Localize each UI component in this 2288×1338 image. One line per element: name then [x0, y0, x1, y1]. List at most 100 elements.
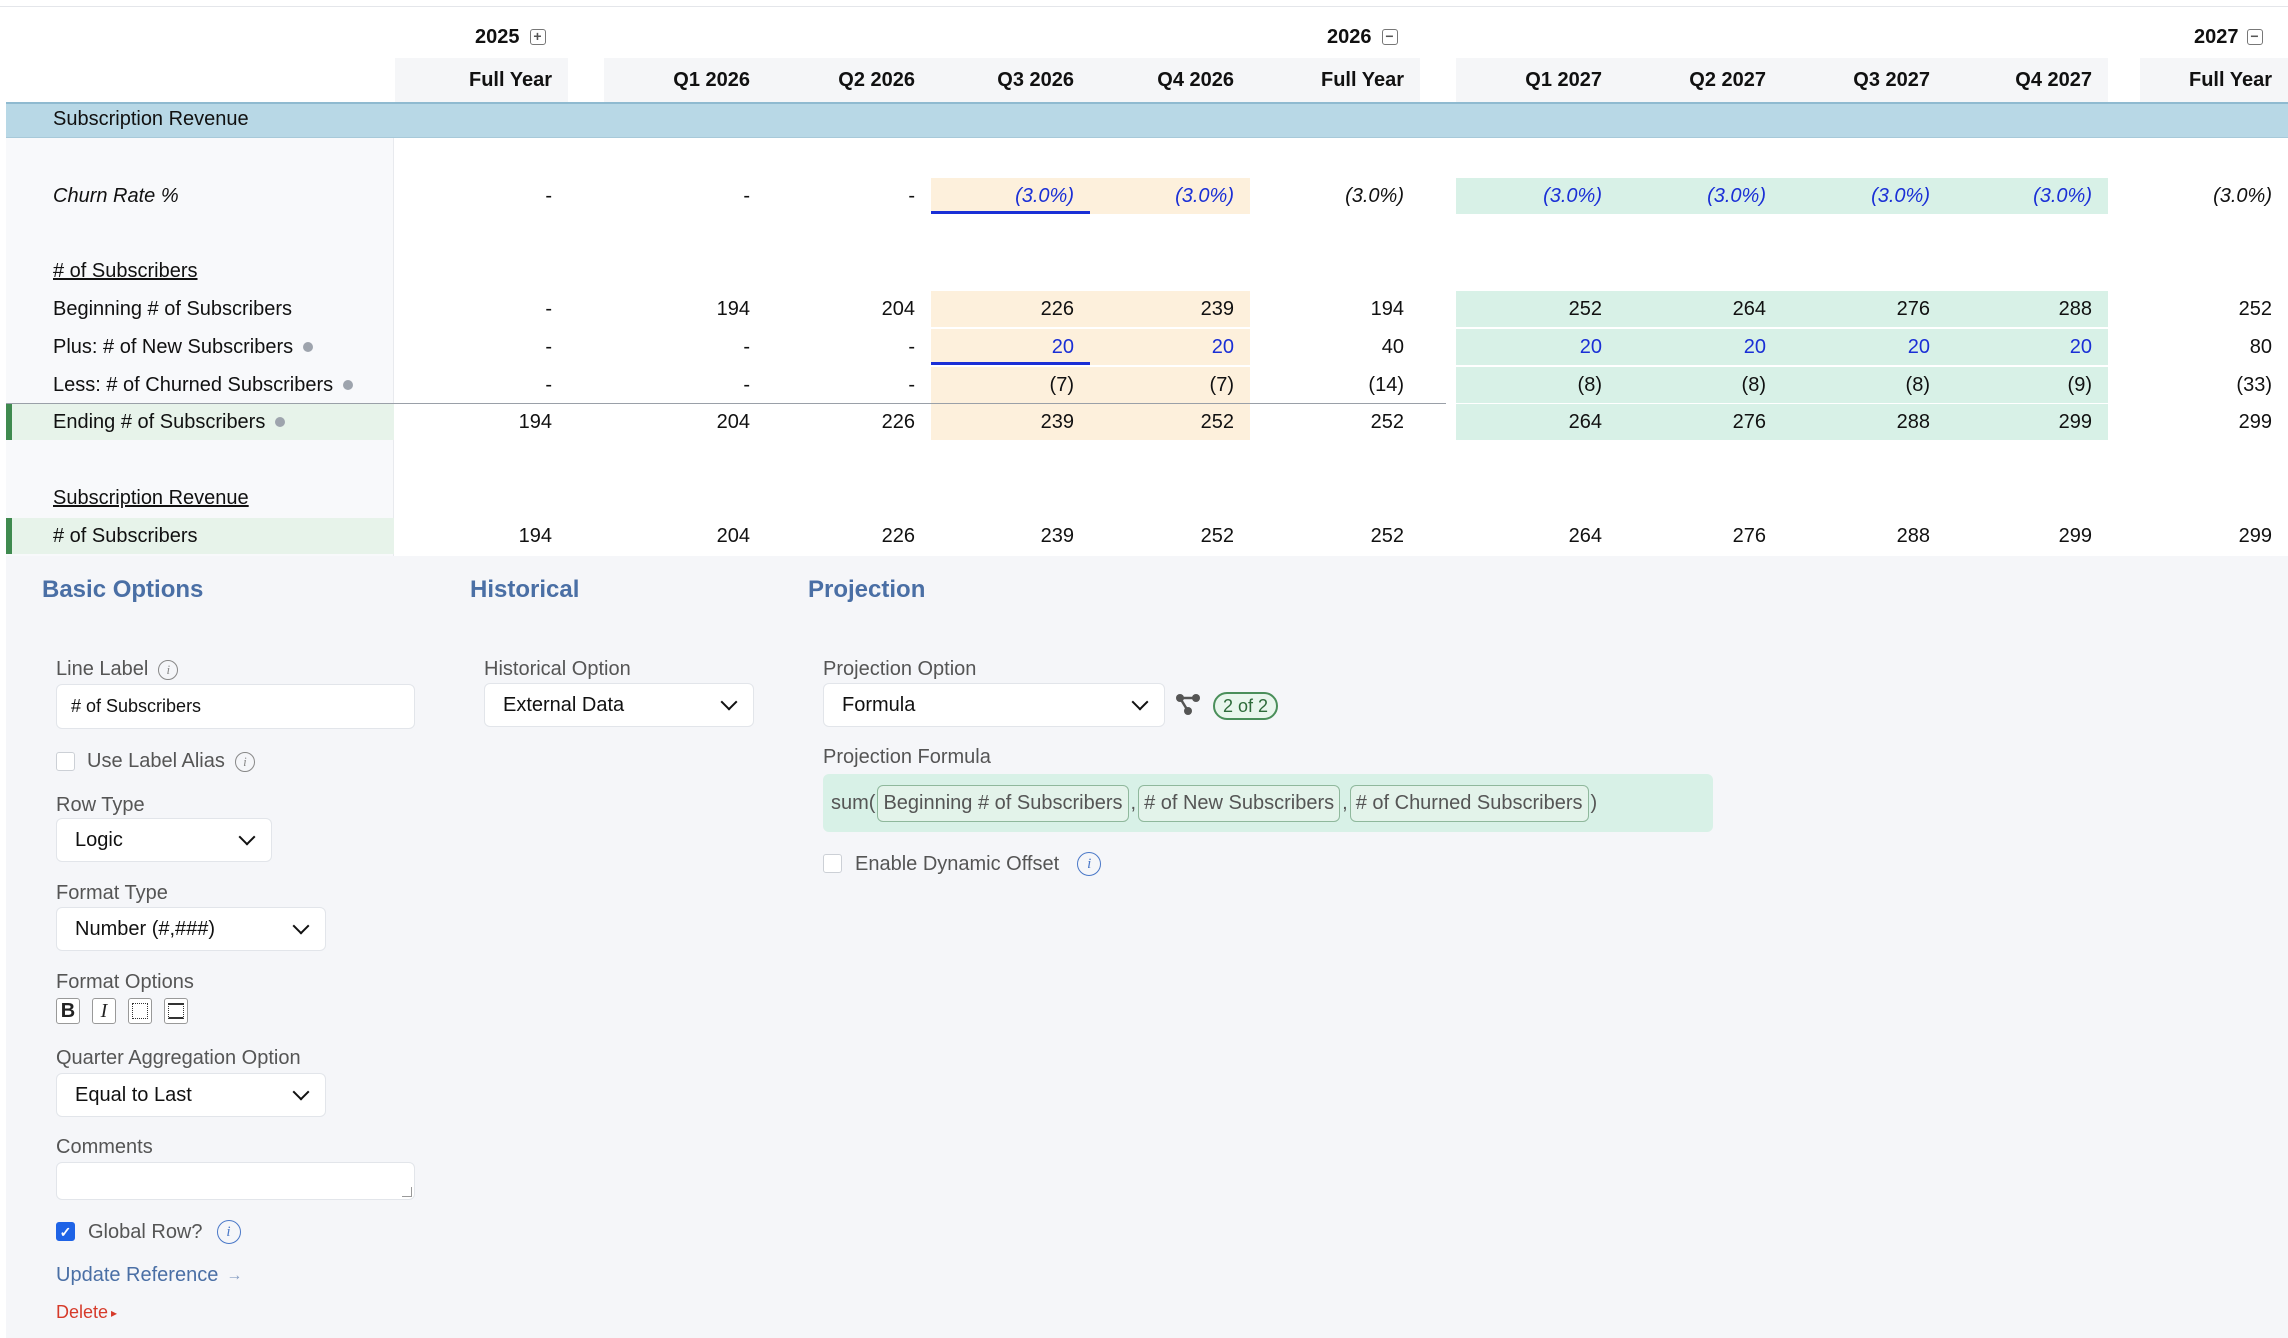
cell-new[interactable]: 20 — [1782, 329, 1946, 365]
global-row-checkbox[interactable]: ✓ — [56, 1222, 75, 1241]
delete-link[interactable]: Delete ▸ — [56, 1302, 117, 1323]
cell-new[interactable]: 20 — [931, 329, 1090, 365]
cell-ending[interactable]: 252 — [1090, 404, 1250, 440]
cell-subs-total[interactable]: 252 — [1200, 524, 1234, 547]
update-reference-link[interactable]: Update Reference → — [56, 1264, 242, 1287]
cell-churned[interactable]: (8) — [1618, 367, 1782, 403]
cell-subs-total[interactable]: 264 — [1568, 524, 1602, 547]
cell-churned[interactable]: (8) — [1782, 367, 1946, 403]
cell-subs-total[interactable]: 194 — [518, 524, 552, 547]
cell-ending[interactable]: 264 — [1456, 404, 1618, 440]
cell-churn[interactable]: (3.0%) — [931, 178, 1090, 214]
cell-ending[interactable]: 288 — [1782, 404, 1946, 440]
cell-new[interactable]: 20 — [1946, 329, 2108, 365]
cell-ending[interactable]: 299 — [2238, 410, 2272, 433]
cell-beginning[interactable]: 194 — [1370, 297, 1404, 320]
cell-churn[interactable]: (3.0%) — [2213, 184, 2272, 207]
cell-churn[interactable]: (3.0%) — [1618, 178, 1782, 214]
cell-new[interactable]: - — [908, 335, 915, 358]
cell-churn[interactable]: (3.0%) — [1946, 178, 2108, 214]
formula-count-badge[interactable]: 2 of 2 — [1213, 692, 1279, 720]
cell-churned[interactable]: (7) — [1090, 367, 1250, 403]
cell-new[interactable]: 20 — [1618, 329, 1782, 365]
cell-ending[interactable]: 276 — [1618, 404, 1782, 440]
quarter-aggregation-select[interactable]: Equal to Last — [56, 1073, 326, 1117]
border-outline-icon[interactable] — [164, 998, 188, 1024]
cell-churned[interactable]: (8) — [1456, 367, 1618, 403]
row-label-churned[interactable]: Less: # of Churned Subscribers — [53, 367, 354, 403]
cell-churned[interactable]: (7) — [931, 367, 1090, 403]
minus-square-icon[interactable]: − — [2246, 29, 2263, 45]
cell-churn[interactable]: (3.0%) — [1345, 184, 1404, 207]
cell-beginning[interactable]: 204 — [881, 297, 915, 320]
use-label-alias-checkbox[interactable] — [56, 752, 75, 771]
cell-churn[interactable]: - — [908, 184, 915, 207]
cell-ending[interactable]: 194 — [518, 410, 552, 433]
cell-churned[interactable]: (14) — [1368, 373, 1404, 396]
formula-token[interactable]: # of New Subscribers — [1138, 784, 1341, 822]
cell-churned[interactable]: - — [743, 373, 750, 396]
italic-button[interactable]: I — [92, 998, 116, 1024]
formula-token[interactable]: Beginning # of Subscribers — [877, 784, 1129, 822]
resize-handle-icon[interactable] — [402, 1187, 412, 1197]
year-group-2026[interactable]: 2026 − — [1327, 24, 1398, 50]
cell-churned[interactable]: - — [908, 373, 915, 396]
cell-subs-total[interactable]: 226 — [881, 524, 915, 547]
cell-beginning[interactable]: 288 — [1946, 291, 2108, 327]
cell-beginning[interactable]: 252 — [1456, 291, 1618, 327]
row-label-ending[interactable]: Ending # of Subscribers — [53, 404, 286, 440]
cell-churn[interactable]: - — [545, 184, 552, 207]
cell-churned[interactable]: (33) — [2236, 373, 2272, 396]
bold-button[interactable]: B — [56, 998, 80, 1024]
cell-churn[interactable]: - — [743, 184, 750, 207]
cell-new[interactable]: 80 — [2249, 335, 2272, 358]
historical-option-select[interactable]: External Data — [484, 683, 754, 727]
cell-churn[interactable]: (3.0%) — [1090, 178, 1250, 214]
cell-subs-total[interactable]: 299 — [2238, 524, 2272, 547]
cell-subs-total[interactable]: 288 — [1896, 524, 1930, 547]
cell-churned[interactable]: (9) — [1946, 367, 2108, 403]
cell-ending[interactable]: 299 — [1946, 404, 2108, 440]
cell-subs-total[interactable]: 252 — [1370, 524, 1404, 547]
dynamic-offset-checkbox[interactable] — [823, 854, 842, 873]
row-label-new[interactable]: Plus: # of New Subscribers — [53, 329, 314, 365]
info-icon[interactable]: i — [158, 659, 179, 680]
line-label-input[interactable]: # of Subscribers — [56, 684, 415, 729]
plus-square-icon[interactable]: + — [529, 29, 546, 45]
cell-churned[interactable]: - — [545, 373, 552, 396]
cell-beginning[interactable]: 226 — [931, 291, 1090, 327]
info-icon[interactable]: i — [216, 1220, 241, 1244]
cell-new[interactable]: 40 — [1381, 335, 1404, 358]
cell-subs-total[interactable]: 276 — [1732, 524, 1766, 547]
cell-churn[interactable]: (3.0%) — [1782, 178, 1946, 214]
cell-new[interactable]: 20 — [1456, 329, 1618, 365]
cell-beginning[interactable]: 194 — [716, 297, 750, 320]
cell-subs-total[interactable]: 239 — [1040, 524, 1074, 547]
cell-new[interactable]: - — [545, 335, 552, 358]
cell-churn[interactable]: (3.0%) — [1456, 178, 1618, 214]
minus-square-icon[interactable]: − — [1381, 29, 1398, 45]
row-label-subscribers[interactable]: # of Subscribers — [53, 524, 198, 547]
row-type-select[interactable]: Logic — [56, 818, 272, 862]
projection-formula-field[interactable]: sum( Beginning # of Subscribers , # of N… — [823, 774, 1713, 832]
cell-beginning[interactable]: 252 — [2238, 297, 2272, 320]
cell-beginning[interactable]: 264 — [1618, 291, 1782, 327]
cell-beginning[interactable]: - — [545, 297, 552, 320]
info-icon[interactable]: i — [234, 751, 255, 772]
cell-ending[interactable]: 204 — [716, 410, 750, 433]
cell-ending[interactable]: 226 — [881, 410, 915, 433]
info-icon[interactable]: i — [1077, 852, 1102, 876]
border-dotted-icon[interactable] — [128, 998, 152, 1024]
cell-beginning[interactable]: 239 — [1090, 291, 1250, 327]
year-group-2025[interactable]: 2025 + — [475, 24, 546, 50]
row-label-churn-rate[interactable]: Churn Rate % — [53, 184, 179, 207]
comments-textarea[interactable] — [56, 1162, 415, 1200]
row-label-beginning[interactable]: Beginning # of Subscribers — [53, 297, 293, 320]
cell-subs-total[interactable]: 299 — [2058, 524, 2092, 547]
cell-new[interactable]: - — [743, 335, 750, 358]
network-icon[interactable] — [1174, 692, 1202, 716]
row-heading-subscribers[interactable]: # of Subscribers — [53, 259, 198, 282]
cell-beginning[interactable]: 276 — [1782, 291, 1946, 327]
cell-subs-total[interactable]: 204 — [716, 524, 750, 547]
cell-ending[interactable]: 239 — [931, 404, 1090, 440]
